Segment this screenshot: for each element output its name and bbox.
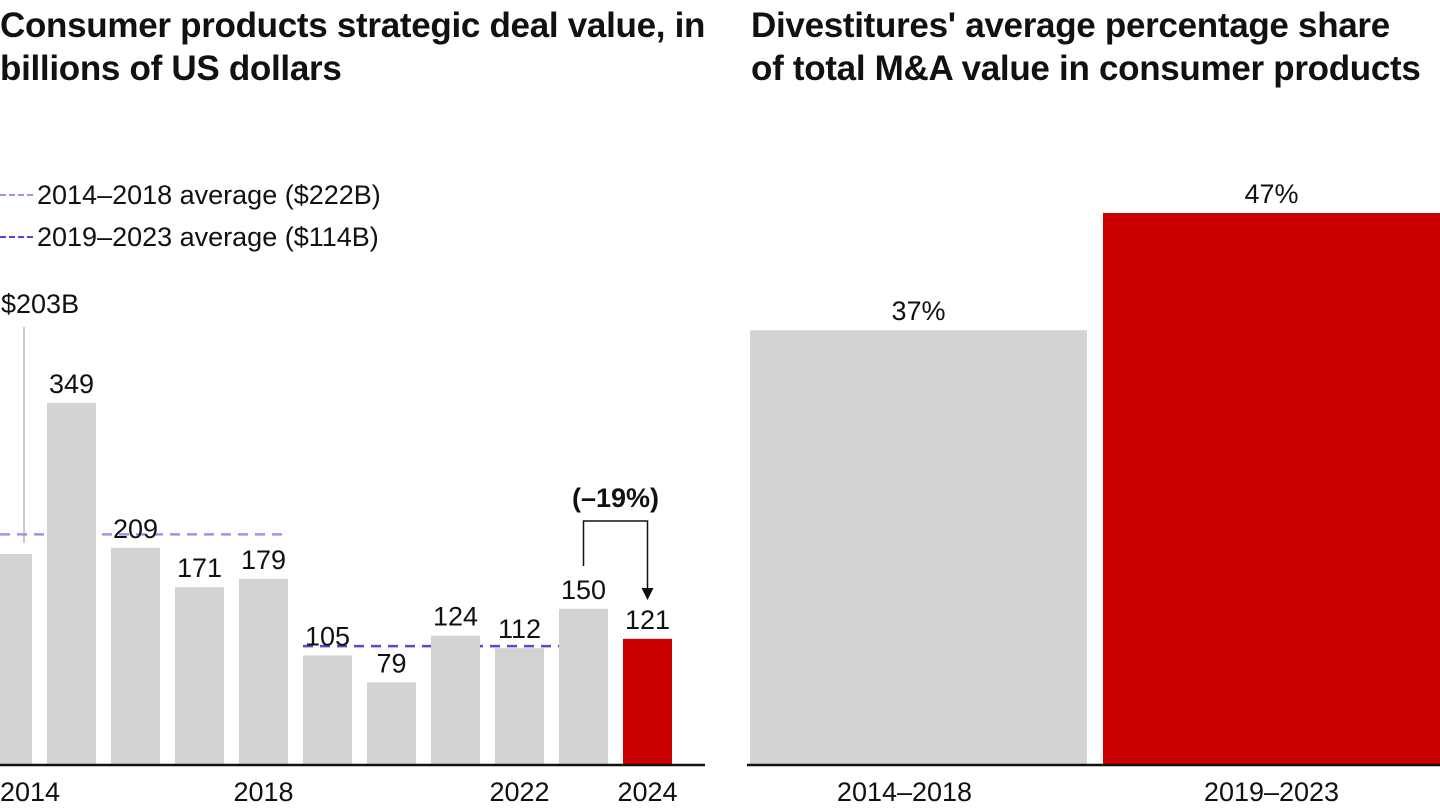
legend-dash-icon xyxy=(0,236,33,238)
bar-2024 xyxy=(623,638,672,764)
legend-dash-icon xyxy=(0,194,33,196)
data-label-2015: 349 xyxy=(49,369,94,399)
data-label-2014–2018: 37% xyxy=(891,296,945,326)
data-label-2018: 179 xyxy=(241,545,286,575)
bar-2023 xyxy=(559,608,608,764)
data-label-2022: 112 xyxy=(498,614,541,644)
legend-item-2019-2023-average: 2019–2023 average ($114B) xyxy=(0,216,381,258)
bar-2021 xyxy=(431,635,480,764)
bar-2018 xyxy=(239,578,288,764)
legend-item-2014-2018-average: 2014–2018 average ($222B) xyxy=(0,174,381,216)
annotation-arrow-icon xyxy=(641,588,654,600)
data-label-2021: 124 xyxy=(433,602,478,632)
left-chart-legend: 2014–2018 average ($222B) 2019–2023 aver… xyxy=(0,174,381,258)
annotation-label: (–19%) xyxy=(572,483,659,513)
bar-2020 xyxy=(367,682,416,764)
bar-2022 xyxy=(495,648,544,764)
left-bar-chart: $203B 349 209 171 179 105 79 124 112 150 121 (–19%)… xyxy=(0,289,705,807)
data-label-2014: $203B xyxy=(1,289,79,319)
bar-2019–2023 xyxy=(1103,213,1440,764)
x-tick-label-2014: 2014 xyxy=(0,777,60,807)
x-tick-label-2024: 2024 xyxy=(617,777,677,807)
left-chart-title: Consumer products strategic deal value, … xyxy=(0,6,706,88)
legend-label: 2019–2023 average ($114B) xyxy=(37,222,379,252)
x-tick-label-2018: 2018 xyxy=(233,777,293,807)
data-label-2024: 121 xyxy=(625,605,670,635)
x-tick-label-2014–2018: 2014–2018 xyxy=(837,777,972,807)
right-chart-title: Divestitures' average percentage share o… xyxy=(751,6,1421,88)
bar-2014 xyxy=(0,554,32,764)
bar-2014–2018 xyxy=(750,330,1087,764)
x-tick-label-2022: 2022 xyxy=(489,777,549,807)
legend-label: 2014–2018 average ($222B) xyxy=(37,180,381,210)
x-tick-label-2019–2023: 2019–2023 xyxy=(1204,777,1339,807)
data-label-2019–2023: 47% xyxy=(1244,179,1298,209)
bar-2017 xyxy=(175,587,224,764)
annotation-bracket xyxy=(582,520,649,592)
bar-2015 xyxy=(47,403,96,764)
data-label-2016: 209 xyxy=(113,514,158,544)
bar-2019 xyxy=(303,655,352,764)
right-bar-chart: 37% 2014–2018 47% 2019–2023 xyxy=(747,179,1440,807)
data-label-2020: 79 xyxy=(376,648,406,678)
data-label-2023: 150 xyxy=(561,575,606,605)
data-label-2017: 171 xyxy=(177,553,222,583)
bar-2016 xyxy=(111,547,160,764)
data-label-2019: 105 xyxy=(305,621,350,651)
